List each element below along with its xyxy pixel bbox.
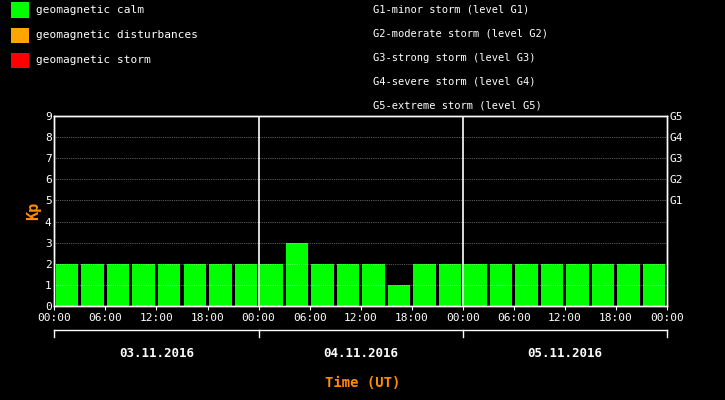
Text: 03.11.2016: 03.11.2016 — [119, 347, 194, 360]
Bar — [260, 264, 283, 306]
Bar — [388, 285, 410, 306]
Text: geomagnetic calm: geomagnetic calm — [36, 5, 144, 15]
Text: G4-severe storm (level G4): G4-severe storm (level G4) — [373, 77, 536, 87]
Bar — [107, 264, 130, 306]
Y-axis label: Kp: Kp — [25, 202, 41, 220]
Bar — [439, 264, 461, 306]
Bar — [311, 264, 334, 306]
Text: Time (UT): Time (UT) — [325, 376, 400, 390]
Bar — [592, 264, 614, 306]
Text: G2-moderate storm (level G2): G2-moderate storm (level G2) — [373, 29, 548, 39]
Bar — [541, 264, 563, 306]
Text: G5-extreme storm (level G5): G5-extreme storm (level G5) — [373, 101, 542, 111]
Bar — [235, 264, 257, 306]
Bar — [209, 264, 231, 306]
Text: geomagnetic disturbances: geomagnetic disturbances — [36, 30, 198, 40]
Bar — [464, 264, 486, 306]
Text: geomagnetic storm: geomagnetic storm — [36, 56, 151, 66]
Bar — [413, 264, 436, 306]
Bar — [515, 264, 538, 306]
Bar — [183, 264, 206, 306]
Bar — [566, 264, 589, 306]
Bar — [643, 264, 666, 306]
Text: G1-minor storm (level G1): G1-minor storm (level G1) — [373, 5, 530, 15]
Bar — [362, 264, 385, 306]
Bar — [490, 264, 513, 306]
Bar — [158, 264, 181, 306]
Bar — [336, 264, 359, 306]
Bar — [81, 264, 104, 306]
Bar — [56, 264, 78, 306]
Bar — [133, 264, 155, 306]
Bar — [286, 243, 308, 306]
Text: 04.11.2016: 04.11.2016 — [323, 347, 398, 360]
Text: 05.11.2016: 05.11.2016 — [527, 347, 602, 360]
Bar — [618, 264, 640, 306]
Text: G3-strong storm (level G3): G3-strong storm (level G3) — [373, 53, 536, 63]
